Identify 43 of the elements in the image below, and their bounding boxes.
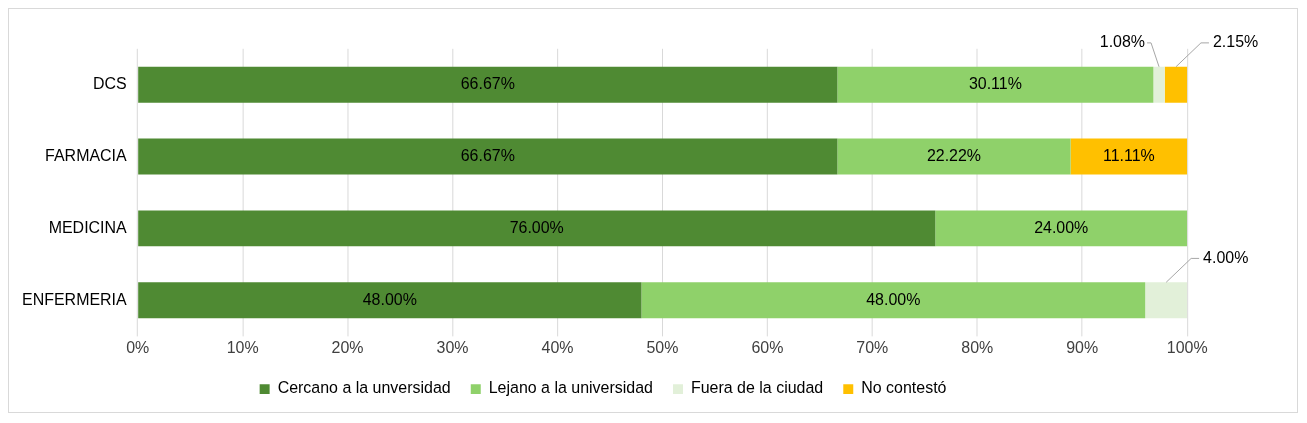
data-label: 48.00% (866, 290, 921, 308)
bar (1145, 282, 1188, 319)
bar (641, 282, 1146, 319)
bar (138, 138, 838, 175)
data-label: 30.11% (968, 75, 1022, 93)
x-tick-label: 30% (436, 339, 469, 357)
y-tick-label: DCS (93, 75, 127, 93)
data-label: 1.08% (1099, 33, 1146, 51)
legend-label: Cercano a la unversidad (277, 379, 451, 397)
bar (1164, 66, 1188, 103)
data-label: 76.00% (509, 218, 564, 236)
data-label: 24.00% (1034, 218, 1089, 236)
x-tick-label: 20% (331, 339, 364, 357)
legend-label: Fuera de la ciudad (690, 379, 824, 397)
y-tick-label: ENFERMERIA (22, 290, 128, 308)
x-tick-label: 40% (541, 339, 574, 357)
x-tick-label: 60% (751, 339, 784, 357)
data-label: 48.00% (362, 290, 417, 308)
data-label: 66.67% (460, 146, 515, 164)
data-label: 66.67% (460, 75, 515, 93)
data-label: 22.22% (926, 146, 982, 164)
bar (1070, 138, 1188, 175)
bar (837, 138, 1071, 175)
bar (1153, 66, 1165, 103)
x-tick-label: 0% (126, 339, 150, 357)
x-tick-label: 100% (1166, 339, 1208, 357)
legend-label: No contestó (861, 379, 947, 397)
x-tick-label: 70% (856, 339, 889, 357)
y-tick-label: MEDICINA (48, 218, 128, 236)
legend-label: Lejano a la universidad (488, 379, 653, 397)
data-label: 11.11% (1102, 146, 1155, 164)
x-tick-label: 50% (646, 339, 679, 357)
x-tick-label: 10% (226, 339, 259, 357)
data-label: 4.00% (1203, 248, 1249, 266)
bar (837, 66, 1154, 103)
x-tick-label: 90% (1066, 339, 1099, 357)
bar (138, 282, 642, 319)
bar (138, 66, 838, 103)
x-tick-label: 80% (961, 339, 994, 357)
data-label: 2.15% (1212, 33, 1259, 51)
y-tick-label: FARMACIA (45, 146, 128, 164)
bar (138, 210, 936, 247)
bar (935, 210, 1188, 247)
